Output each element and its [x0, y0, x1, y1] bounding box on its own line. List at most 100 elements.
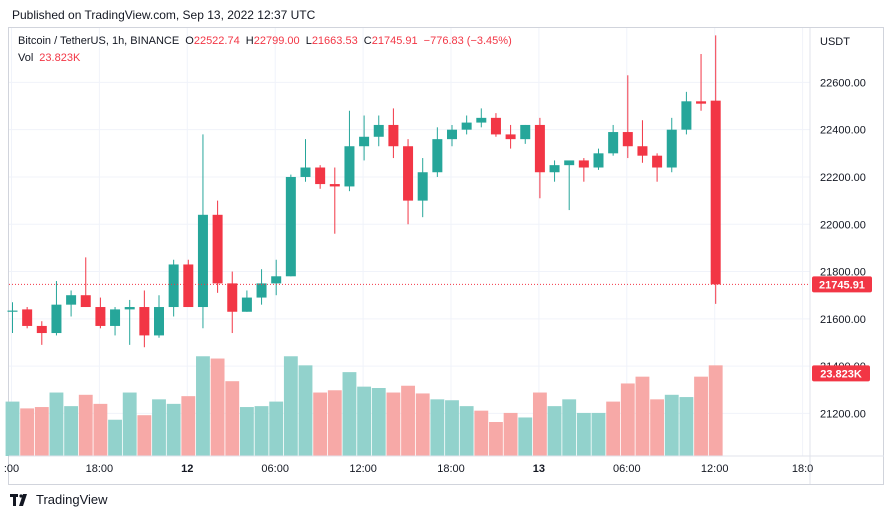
- candle-body: [80, 295, 91, 308]
- volume-bar: [239, 407, 254, 456]
- low-value: 21663.53: [311, 35, 358, 47]
- candle-body: [710, 100, 721, 285]
- last-volume-label: 23.823K: [820, 368, 862, 380]
- volume-bar: [5, 401, 20, 456]
- volume-bar: [430, 399, 445, 456]
- candle-body: [373, 124, 384, 137]
- legend-row: Bitcoin / TetherUS, 1h, BINANCE O22522.7…: [18, 35, 515, 47]
- candle-body: [315, 167, 326, 185]
- y-tick-label: 21200.00: [820, 408, 866, 420]
- volume-bar: [386, 392, 401, 456]
- close-value: 21745.91: [371, 35, 418, 47]
- volume-bar: [650, 399, 665, 456]
- price-axis: 21200.0021400.0021600.0021800.0022000.00…: [809, 28, 866, 484]
- candle-body: [154, 307, 164, 336]
- candle-body: [490, 117, 501, 135]
- y-tick-label: 21600.00: [820, 314, 866, 326]
- volume-bar: [606, 401, 621, 456]
- candle-body: [95, 307, 106, 326]
- volume-bar: [108, 419, 122, 456]
- candle-body: [564, 160, 575, 166]
- footer-brand-text: TradingView: [36, 492, 108, 507]
- volume-bar: [166, 403, 181, 456]
- candle-body: [51, 304, 62, 334]
- y-tick-label: 22600.00: [820, 77, 866, 89]
- volume-bar: [620, 383, 635, 456]
- candle-body: [578, 160, 589, 168]
- candle-body: [417, 172, 428, 201]
- candle-body: [681, 101, 692, 130]
- candle-body: [139, 307, 150, 336]
- volume-bar: [181, 396, 196, 456]
- candle-body: [344, 146, 355, 187]
- volume-bar: [225, 381, 240, 456]
- candle-body: [36, 325, 47, 334]
- y-tick-label: 21800.00: [820, 267, 866, 279]
- volume-bar: [532, 392, 547, 456]
- currency-label: USDT: [820, 36, 850, 48]
- footer-brand[interactable]: TradingView: [10, 492, 108, 507]
- candle-body: [476, 117, 487, 123]
- candle-body: [388, 124, 399, 147]
- open-label: O: [185, 35, 194, 47]
- candle-body: [227, 283, 238, 312]
- candle-body: [329, 184, 340, 187]
- x-tick-label: 12: [181, 463, 193, 475]
- volume-bar: [269, 401, 284, 456]
- candle-body: [22, 309, 33, 326]
- volume-bar: [64, 406, 79, 456]
- candle-body: [461, 122, 472, 130]
- volume-bar: [152, 399, 166, 456]
- candle-body: [271, 276, 282, 284]
- candle-body: [168, 264, 179, 308]
- candle-body: [432, 139, 443, 173]
- volume-bar: [371, 387, 386, 456]
- volume-bar: [489, 421, 503, 456]
- volume-bar: [34, 407, 49, 456]
- candle-body: [7, 310, 18, 312]
- symbol-label[interactable]: Bitcoin / TetherUS, 1h, BINANCE: [18, 35, 180, 47]
- volume-legend: Vol 23.823K: [18, 52, 80, 64]
- candle-body: [359, 136, 370, 147]
- candle-body: [285, 176, 296, 277]
- volume-bar: [313, 392, 328, 456]
- candle-body: [66, 295, 77, 305]
- y-tick-label: 22200.00: [820, 172, 866, 184]
- volume-bar: [459, 406, 474, 456]
- candle-body: [637, 146, 648, 156]
- x-tick-label: 12:00: [701, 463, 729, 475]
- y-tick-label: 22000.00: [820, 219, 866, 231]
- volume-bar: [210, 358, 225, 456]
- candle-body: [520, 124, 531, 140]
- x-tick-label: 12:00: [349, 463, 377, 475]
- high-label: H: [245, 35, 254, 47]
- volume-value: 23.823K: [39, 52, 81, 64]
- candle-body: [197, 214, 208, 308]
- change-value: −776.83 (−3.45%): [423, 35, 512, 47]
- volume-bar: [415, 393, 430, 456]
- candle-body: [608, 132, 619, 154]
- candle-body: [403, 146, 414, 201]
- volume-bar: [93, 403, 108, 456]
- x-tick-label: 06:00: [613, 463, 641, 475]
- candle-body: [124, 307, 135, 310]
- volume-bar: [562, 399, 577, 456]
- volume-bar: [694, 376, 708, 456]
- volume-bar: [445, 400, 459, 456]
- candle-body: [534, 124, 545, 173]
- volume-bar: [298, 365, 313, 456]
- close-label: C: [363, 35, 372, 47]
- volume-bar: [547, 406, 562, 456]
- volume-bar: [664, 394, 679, 456]
- volume-bar: [679, 397, 694, 456]
- candles: [7, 35, 721, 348]
- published-caption: Published on TradingView.com, Sep 13, 20…: [12, 8, 316, 22]
- volume-bar: [327, 390, 342, 456]
- last-volume-badge: [812, 365, 870, 382]
- candle-body: [593, 153, 604, 168]
- volume-bar: [635, 376, 650, 456]
- low-label: L: [305, 35, 312, 47]
- volume-bar: [401, 385, 415, 456]
- candle-body: [666, 129, 677, 168]
